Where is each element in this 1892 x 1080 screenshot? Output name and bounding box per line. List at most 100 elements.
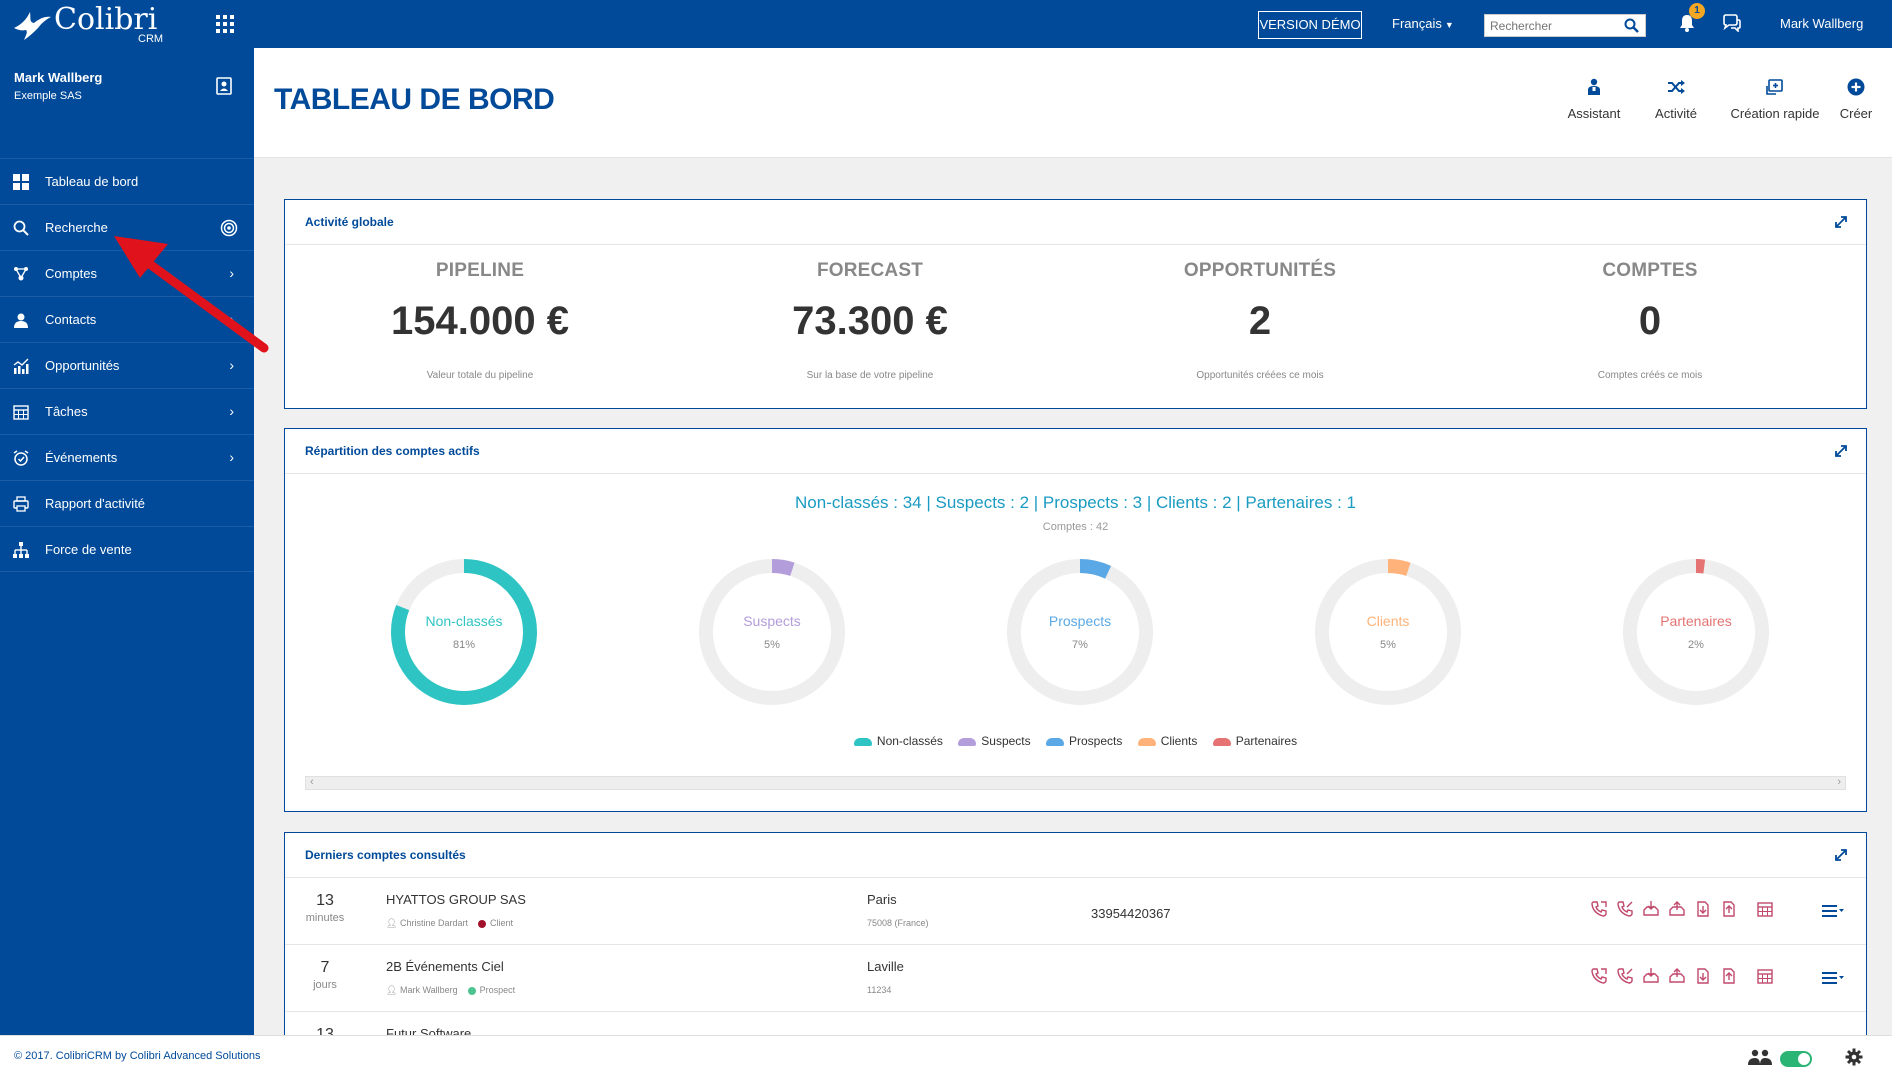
expand-icon[interactable] — [1834, 848, 1848, 862]
time-ago: 7 jours — [305, 959, 345, 991]
calendar-icon[interactable] — [1757, 968, 1773, 986]
kpi-title: PIPELINE — [435, 260, 525, 281]
donut-chart: Suspects 5% — [695, 555, 849, 709]
expand-icon[interactable] — [1834, 444, 1848, 458]
profile-card-icon[interactable] — [216, 77, 232, 95]
assistant-button[interactable]: Assistant — [1558, 78, 1630, 121]
language-selector[interactable]: Français ▼ — [1392, 16, 1454, 31]
donut-track — [699, 559, 845, 705]
sidebar-item-activity-report[interactable]: Rapport d'activité — [0, 480, 254, 526]
donut-label: Non-classés — [425, 613, 503, 629]
panel-title: Derniers comptes consultés — [305, 848, 466, 862]
kpi-subtitle: Sur la base de votre pipeline — [806, 370, 934, 381]
horizontal-scrollbar[interactable]: ‹ › — [305, 776, 1846, 790]
table-row[interactable]: 13 minutes HYATTOS GROUP SAS 👤︎ Christine D… — [285, 878, 1866, 945]
download-icon[interactable] — [1695, 968, 1711, 986]
recent-accounts-panel: Derniers comptes consultés 13 minutes HYAT… — [284, 832, 1867, 1037]
donut-percent: 7% — [1072, 639, 1088, 651]
panel-header: Répartition des comptes actifs — [285, 429, 1866, 474]
account-name-link[interactable]: Futur Software — [386, 1026, 472, 1037]
donut-svg — [1007, 559, 1153, 705]
row-menu-icon[interactable] — [1822, 904, 1844, 918]
sidebar-item-sales-force[interactable]: Force de vente — [0, 526, 254, 572]
donut-slice[interactable] — [1007, 559, 1153, 705]
demo-version-button[interactable]: VERSION DÉMO — [1258, 11, 1362, 39]
sidebar-item-accounts[interactable]: Comptes › — [0, 250, 254, 296]
legend-item[interactable]: Prospects — [1045, 734, 1122, 748]
phone-out-icon[interactable] — [1617, 968, 1633, 986]
donut-slice[interactable] — [1623, 559, 1769, 705]
dashboard-icon — [13, 174, 29, 190]
panel-header: Derniers comptes consultés — [285, 833, 1866, 878]
sidebar-item-label: Recherche — [45, 220, 108, 235]
sidebar-item-contacts[interactable]: Contacts › — [0, 296, 254, 342]
user-icon: 👤︎ — [386, 918, 398, 928]
search-input[interactable] — [1485, 15, 1621, 36]
split-total: Comptes : 42 — [1042, 521, 1109, 533]
scroll-left-icon[interactable]: ‹ — [310, 776, 314, 788]
status-dot — [467, 986, 476, 995]
plus-circle-icon — [1847, 78, 1865, 96]
donut-slice[interactable] — [391, 559, 537, 705]
notification-badge: 1 — [1689, 3, 1705, 19]
scroll-right-icon[interactable]: › — [1837, 776, 1841, 788]
chat-icon[interactable] — [1722, 14, 1742, 32]
sidebar-item-tasks[interactable]: Tâches › — [0, 388, 254, 434]
sidebar-item-label: Rapport d'activité — [45, 496, 146, 511]
sidebar-item-search[interactable]: Recherche — [0, 204, 254, 250]
donut-percent: 2% — [1688, 639, 1704, 651]
account-owner: Christine Dardart — [399, 918, 468, 928]
legend-label: Suspects — [981, 734, 1031, 748]
search-icon — [13, 220, 29, 236]
activity-button[interactable]: Activité — [1644, 78, 1708, 121]
sidebar-item-events[interactable]: Événements › — [0, 434, 254, 480]
donut-percent: 5% — [1380, 639, 1396, 651]
phone-call-icon[interactable] — [1591, 968, 1607, 986]
quick-create-button[interactable]: Création rapide — [1720, 78, 1830, 121]
legend-item[interactable]: Clients — [1137, 734, 1197, 748]
apps-grid-icon[interactable] — [216, 15, 234, 33]
calendar-icon[interactable] — [1757, 901, 1773, 919]
create-button[interactable]: Créer — [1834, 78, 1878, 121]
bell-icon[interactable] — [1678, 14, 1696, 32]
legend-item[interactable]: Suspects — [958, 734, 1031, 748]
inbox-out-icon[interactable] — [1669, 901, 1685, 919]
page-title: TABLEAU DE BORD — [274, 83, 555, 116]
team-icon[interactable] — [1748, 1048, 1772, 1066]
sidebar-item-label: Tableau de bord — [45, 174, 139, 189]
user-menu[interactable]: Mark Wallberg — [1780, 16, 1864, 31]
contacts-icon — [14, 313, 28, 328]
legend-swatch — [1137, 737, 1156, 746]
row-menu-icon[interactable] — [1822, 971, 1844, 985]
colibri-logo[interactable]: Colibri CRM — [12, 2, 212, 46]
search-icon[interactable] — [1624, 18, 1639, 33]
upload-icon[interactable] — [1721, 968, 1737, 986]
legend-item[interactable]: Partenaires — [1212, 734, 1297, 748]
target-icon[interactable] — [220, 219, 238, 237]
status-toggle[interactable] — [1780, 1051, 1812, 1067]
phone-call-icon[interactable] — [1591, 901, 1607, 919]
kpi-title: FORECAST — [816, 260, 924, 281]
sidebar-item-opportunities[interactable]: Opportunités › — [0, 342, 254, 388]
inbox-in-icon[interactable] — [1643, 901, 1659, 919]
account-name-link[interactable]: 2B Événements Ciel — [386, 959, 504, 974]
account-owner: Mark Wallberg — [399, 985, 458, 995]
expand-icon[interactable] — [1834, 215, 1848, 229]
inbox-out-icon[interactable] — [1669, 968, 1685, 986]
sidebar-item-dashboard[interactable]: Tableau de bord — [0, 158, 254, 204]
donut-slice[interactable] — [1315, 559, 1461, 705]
table-row[interactable]: 13 Futur Software — [285, 1012, 1866, 1037]
table-row[interactable]: 7 jours 2B Événements Ciel 👤︎ Mark Wallberg… — [285, 945, 1866, 1012]
account-name-link[interactable]: HYATTOS GROUP SAS — [386, 892, 526, 907]
donut-slice[interactable] — [699, 559, 845, 705]
legend-item[interactable]: Non-classés — [853, 734, 943, 748]
kpi-subtitle: Comptes créés ce mois — [1597, 370, 1703, 381]
upload-icon[interactable] — [1721, 901, 1737, 919]
download-icon[interactable] — [1695, 901, 1711, 919]
time-ago-value: 13 — [316, 892, 334, 909]
donut-track — [1007, 559, 1153, 705]
panel-title: Répartition des comptes actifs — [305, 444, 480, 458]
phone-out-icon[interactable] — [1617, 901, 1633, 919]
gear-icon[interactable] — [1845, 1048, 1863, 1066]
inbox-in-icon[interactable] — [1643, 968, 1659, 986]
